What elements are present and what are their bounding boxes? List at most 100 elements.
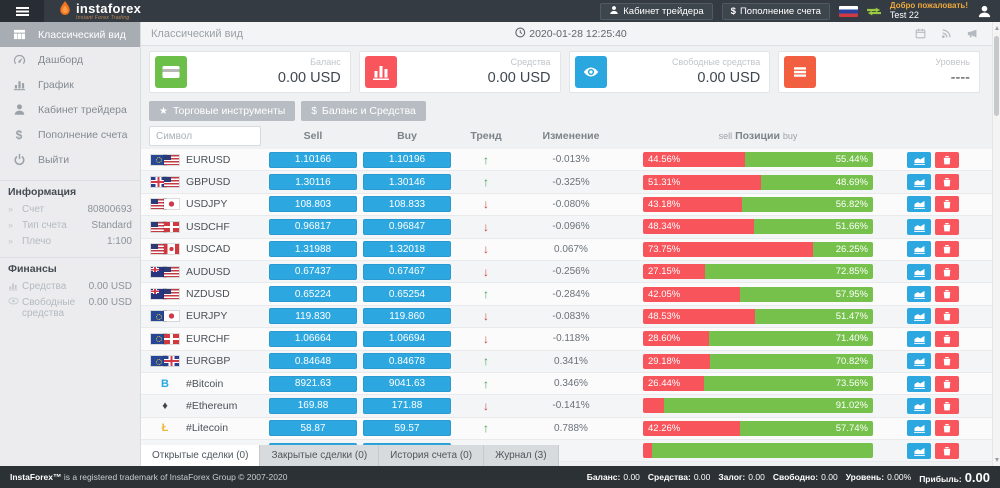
buy-price-button[interactable]: 1.30146	[363, 174, 451, 191]
remove-symbol-button[interactable]	[935, 442, 959, 459]
remove-symbol-button[interactable]	[935, 308, 959, 325]
buy-price-button[interactable]: 9041.63	[363, 375, 451, 392]
scrollbar-thumb[interactable]	[994, 36, 999, 116]
sell-price-button[interactable]: 0.65224	[269, 286, 357, 303]
tab[interactable]: Открытые сделки (0)	[141, 445, 261, 466]
symbol-cell[interactable]: AUDUSD	[149, 266, 269, 278]
symbol-cell[interactable]: EURCHF	[149, 333, 269, 345]
vertical-scrollbar[interactable]	[992, 22, 1000, 466]
sell-price-button[interactable]: 0.96817	[269, 218, 357, 235]
remove-symbol-button[interactable]	[935, 397, 959, 414]
buy-price-button[interactable]: 0.84678	[363, 353, 451, 370]
symbol-cell[interactable]: NZDUSD	[149, 288, 269, 300]
trader-cabinet-button[interactable]: Кабинет трейдера	[600, 2, 713, 20]
balance-funds-button[interactable]: $ Баланс и Средства	[301, 101, 426, 121]
sell-price-button[interactable]: 1.30116	[269, 174, 357, 191]
open-chart-button[interactable]	[907, 196, 931, 213]
sell-price-button[interactable]: 119.830	[269, 308, 357, 325]
change-value: -0.013%	[552, 154, 590, 166]
trading-instruments-button[interactable]: ★ Торговые инструменты	[149, 101, 296, 121]
remove-symbol-button[interactable]	[935, 375, 959, 392]
buy-price-button[interactable]: 0.65254	[363, 286, 451, 303]
open-chart-button[interactable]	[907, 241, 931, 258]
megaphone-icon[interactable]	[967, 28, 978, 39]
symbol-cell[interactable]: USDCHF	[149, 221, 269, 233]
table-row: B #Bitcoin 8921.63 9041.63 ↑ 0.346% 26.4…	[141, 372, 1000, 396]
buy-price-button[interactable]: 119.860	[363, 308, 451, 325]
sell-price-button[interactable]: 0.67437	[269, 263, 357, 280]
sidebar-item[interactable]: Дашборд	[0, 47, 140, 72]
buy-price-button[interactable]: 59.57	[363, 420, 451, 437]
positions-buy-bar: 51.66%	[754, 219, 873, 235]
open-chart-button[interactable]	[907, 353, 931, 370]
remove-symbol-button[interactable]	[935, 286, 959, 303]
open-chart-button[interactable]	[907, 286, 931, 303]
calendar-icon[interactable]	[915, 28, 926, 39]
symbol-cell[interactable]: EURJPY	[149, 310, 269, 322]
sell-price-button[interactable]: 8921.63	[269, 375, 357, 392]
open-chart-button[interactable]	[907, 263, 931, 280]
rss-icon[interactable]	[941, 28, 952, 39]
positions-bar: 42.26% 57.74%	[643, 420, 873, 436]
transfer-arrows-icon[interactable]	[866, 7, 881, 16]
open-chart-button[interactable]	[907, 151, 931, 168]
tab[interactable]: Журнал (3)	[484, 445, 559, 466]
remove-symbol-button[interactable]	[935, 151, 959, 168]
menu-toggle-button[interactable]	[0, 0, 44, 22]
open-chart-button[interactable]	[907, 442, 931, 459]
symbol-cell[interactable]: B #Bitcoin	[149, 378, 269, 390]
symbol-cell[interactable]: USDCAD	[149, 243, 269, 255]
remove-symbol-button[interactable]	[935, 420, 959, 437]
buy-price-button[interactable]: 0.96847	[363, 218, 451, 235]
sell-price-button[interactable]: 0.84648	[269, 353, 357, 370]
sell-price-button[interactable]: 108.803	[269, 196, 357, 213]
remove-symbol-button[interactable]	[935, 174, 959, 191]
remove-symbol-button[interactable]	[935, 353, 959, 370]
sidebar-item[interactable]: График	[0, 72, 140, 97]
open-chart-button[interactable]	[907, 308, 931, 325]
open-chart-button[interactable]	[907, 330, 931, 347]
open-chart-button[interactable]	[907, 397, 931, 414]
sell-price-button[interactable]: 1.06664	[269, 330, 357, 347]
buy-price-button[interactable]: 1.32018	[363, 241, 451, 258]
avatar[interactable]	[977, 4, 992, 19]
open-chart-button[interactable]	[907, 375, 931, 392]
buy-price-button[interactable]: 1.06694	[363, 330, 451, 347]
symbol-cell[interactable]: GBPUSD	[149, 176, 269, 188]
sell-price-button[interactable]: 58.87	[269, 420, 357, 437]
language-flag-icon[interactable]	[838, 5, 858, 17]
symbol-cell[interactable]: Ł #Litecoin	[149, 422, 269, 434]
symbol-cell[interactable]: EURUSD	[149, 154, 269, 166]
tab[interactable]: История счета (0)	[379, 445, 485, 466]
scroll-up-icon[interactable]	[994, 26, 999, 30]
symbol-cell[interactable]: USDJPY	[149, 198, 269, 210]
deposit-button[interactable]: $ Пополнение счета	[721, 2, 830, 20]
symbol-cell[interactable]: EURGBP	[149, 355, 269, 367]
sidebar-item[interactable]: Классический вид	[0, 22, 140, 47]
remove-symbol-button[interactable]	[935, 241, 959, 258]
buy-price-button[interactable]: 0.67467	[363, 263, 451, 280]
sell-price-button[interactable]: 1.10166	[269, 151, 357, 168]
remove-symbol-button[interactable]	[935, 196, 959, 213]
sidebar-item[interactable]: $ Пополнение счета	[0, 122, 140, 147]
remove-symbol-button[interactable]	[935, 263, 959, 280]
scroll-down-icon[interactable]	[994, 458, 999, 462]
remove-symbol-button[interactable]	[935, 330, 959, 347]
remove-symbol-button[interactable]	[935, 218, 959, 235]
buy-column-header: Buy	[397, 130, 417, 142]
sell-price-button[interactable]: 169.88	[269, 397, 357, 414]
buy-price-button[interactable]: 171.88	[363, 397, 451, 414]
symbol-search-input[interactable]	[149, 126, 261, 146]
buy-price-button[interactable]: 108.833	[363, 196, 451, 213]
tab[interactable]: Закрытые сделки (0)	[260, 445, 380, 466]
sidebar-item[interactable]: Кабинет трейдера	[0, 97, 140, 122]
open-chart-button[interactable]	[907, 174, 931, 191]
trend-arrow-icon: ↑	[483, 175, 489, 190]
buy-price-button[interactable]: 1.10196	[363, 151, 451, 168]
sidebar-item[interactable]: Выйти	[0, 147, 140, 172]
open-chart-button[interactable]	[907, 420, 931, 437]
symbol-cell[interactable]: ♦ #Ethereum	[149, 400, 269, 412]
open-chart-button[interactable]	[907, 218, 931, 235]
change-value: -0.325%	[552, 176, 590, 188]
sell-price-button[interactable]: 1.31988	[269, 241, 357, 258]
